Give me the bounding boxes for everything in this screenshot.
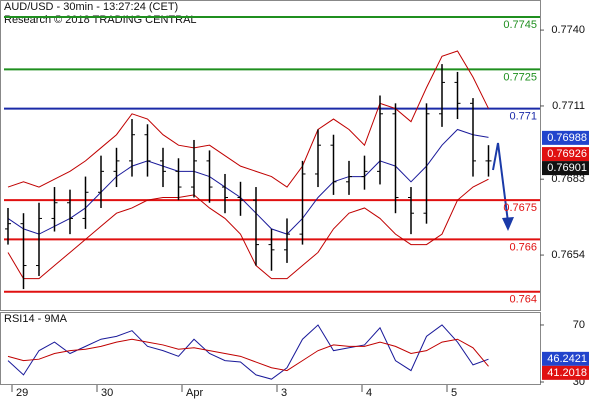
rsi-line — [7, 324, 489, 380]
level-label: 0.766 — [509, 241, 537, 253]
price-tag-label: 0.76926 — [547, 148, 587, 160]
y-tick-label: 0.7711 — [552, 100, 585, 112]
y-tick-label: 0.7654 — [551, 249, 585, 261]
x-tick-label: 5 — [451, 387, 457, 399]
rsi-panel — [0, 312, 541, 385]
y-tick-label: 0.7740 — [551, 24, 585, 36]
chart-subtitle: Research © 2018 TRADING CENTRAL — [4, 14, 197, 26]
x-tick-label: 30 — [101, 387, 113, 399]
y-tick-label: 70 — [573, 319, 585, 331]
price-tag-label: 41.2018 — [547, 367, 587, 379]
price-panel — [0, 0, 541, 311]
forecast-arrowhead — [502, 217, 514, 231]
price-tag-label: 0.76988 — [547, 132, 587, 144]
level-label: 0.7725 — [503, 71, 537, 83]
level-label: 0.7675 — [503, 202, 537, 214]
level-label: 0.771 — [509, 111, 537, 123]
moving-average — [7, 128, 489, 235]
price-tag — [542, 161, 589, 176]
band-lower — [7, 178, 489, 280]
level-label: 0.764 — [509, 294, 537, 306]
x-tick-label: 29 — [16, 387, 28, 399]
chart-title: AUD/USD - 30min - 13:27:24 (CET) — [4, 1, 178, 13]
rsi-title: RSI14 - 9MA — [4, 313, 68, 325]
price-tag — [542, 147, 589, 162]
x-tick-label: 4 — [366, 387, 372, 399]
price-tag — [542, 365, 589, 380]
price-tag-label: 46.2421 — [547, 353, 587, 365]
x-tick-label: Apr — [186, 387, 203, 399]
price-tag — [542, 130, 589, 145]
band-upper — [7, 50, 489, 188]
forecast-arrow — [492, 142, 509, 223]
price-tag — [542, 351, 589, 366]
x-tick-label: 3 — [281, 387, 287, 399]
rsi-line — [7, 338, 489, 372]
price-tag-label: 0.76901 — [547, 162, 587, 174]
level-label: 0.7745 — [503, 19, 537, 31]
y-tick-label: 0.7683 — [551, 173, 585, 185]
